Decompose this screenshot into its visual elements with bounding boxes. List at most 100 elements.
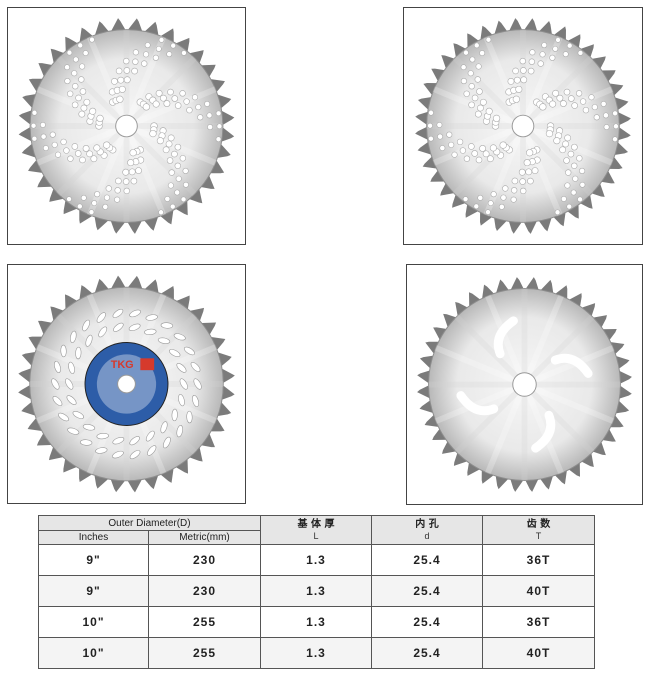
vent-hole: [520, 67, 527, 74]
vent-hole: [612, 136, 618, 143]
vent-hole: [174, 189, 181, 196]
vent-hole: [579, 167, 586, 174]
vent-hole: [562, 51, 569, 58]
blade-sheen: [520, 124, 563, 217]
teeth-header-zh: 齿 数: [526, 519, 551, 530]
vent-hole: [181, 50, 187, 56]
bore-header-zh: 内 孔: [415, 519, 439, 530]
vent-slot: [178, 394, 185, 407]
vent-hole: [436, 121, 443, 128]
blade-sheen: [434, 381, 526, 424]
vent-hole: [515, 85, 523, 93]
table-row: 10" 255 1.3 25.4 40T: [38, 637, 595, 669]
vent-hole: [560, 195, 567, 202]
cell-metric: 255: [148, 606, 261, 638]
vent-slot: [72, 411, 85, 419]
vent-hole: [460, 78, 467, 85]
arbor-hole: [512, 372, 537, 397]
vent-hole: [167, 134, 175, 142]
vent-hole: [539, 103, 547, 111]
vent-slot: [70, 330, 77, 343]
vent-hole: [91, 200, 98, 207]
cell-bore: 25.4: [371, 575, 483, 607]
vent-slot: [193, 378, 202, 390]
vent-hole: [559, 146, 567, 154]
vent-hole: [482, 150, 490, 158]
vent-slot: [79, 439, 93, 446]
vent-slot: [176, 363, 187, 373]
vent-hole: [215, 110, 222, 117]
vent-hole: [475, 63, 482, 70]
vent-hole: [460, 64, 467, 71]
vent-hole: [89, 107, 97, 115]
vent-hole: [67, 90, 74, 97]
cell-thickness: 1.3: [260, 544, 372, 576]
vent-hole: [479, 145, 487, 152]
vent-hole: [78, 76, 85, 83]
vent-hole: [467, 70, 474, 77]
vent-hole: [129, 149, 137, 157]
vent-hole: [135, 167, 142, 175]
vent-hole: [122, 178, 130, 185]
vent-hole: [164, 195, 171, 202]
vent-slot: [145, 430, 155, 442]
vent-hole: [123, 57, 130, 65]
vent-hole: [163, 100, 171, 107]
vent-hole: [446, 131, 453, 138]
expansion-slot: [456, 391, 499, 416]
vent-hole: [105, 185, 112, 192]
blade-sheen: [123, 124, 167, 217]
blade-sheen: [485, 383, 528, 475]
cell-thickness: 1.3: [260, 575, 372, 607]
vent-hole: [555, 37, 561, 43]
vent-hole: [76, 203, 83, 210]
vent-hole: [149, 129, 157, 138]
vent-hole: [197, 114, 204, 121]
vent-hole: [499, 141, 507, 149]
vent-hole: [86, 150, 94, 158]
vent-hole: [49, 131, 56, 138]
vent-hole: [437, 133, 444, 140]
vent-hole: [510, 196, 517, 203]
vent-hole: [102, 203, 109, 210]
vent-hole: [553, 137, 561, 145]
cell-metric: 230: [148, 544, 261, 576]
vent-hole: [571, 102, 578, 109]
vent-hole: [462, 196, 469, 202]
vent-hole: [88, 209, 95, 215]
vent-hole: [529, 49, 536, 56]
vent-hole: [131, 67, 138, 75]
vent-hole: [512, 95, 520, 103]
vent-hole: [456, 138, 464, 146]
vent-slot: [51, 378, 60, 390]
vent-hole: [111, 77, 118, 85]
vent-hole: [130, 177, 138, 185]
cell-inches: 9": [38, 544, 149, 576]
blade-sheen: [56, 55, 129, 129]
blade-sheen: [523, 345, 615, 388]
vent-hole: [64, 64, 71, 71]
vent-slot: [98, 326, 108, 338]
vent-hole: [182, 181, 189, 188]
vent-hole: [571, 162, 578, 169]
vent-hole: [155, 89, 163, 97]
blade-sheen: [36, 123, 128, 166]
vent-slot: [75, 346, 82, 360]
vent-hole: [602, 112, 609, 119]
vent-hole: [142, 103, 150, 111]
vent-slot: [112, 450, 124, 459]
vent-hole: [80, 104, 88, 112]
vent-hole: [169, 203, 176, 210]
vent-hole: [474, 110, 482, 118]
vent-hole: [115, 177, 122, 185]
vent-hole: [180, 196, 187, 203]
vent-hole: [511, 187, 518, 194]
vent-hole: [562, 140, 569, 148]
vent-hole: [427, 122, 433, 129]
vent-hole: [576, 155, 583, 162]
vent-slot: [65, 378, 74, 390]
expansion-slot: [531, 410, 556, 453]
vent-hole: [518, 168, 526, 176]
vent-hole: [511, 177, 519, 185]
product-photo-blade-2: [403, 7, 643, 245]
